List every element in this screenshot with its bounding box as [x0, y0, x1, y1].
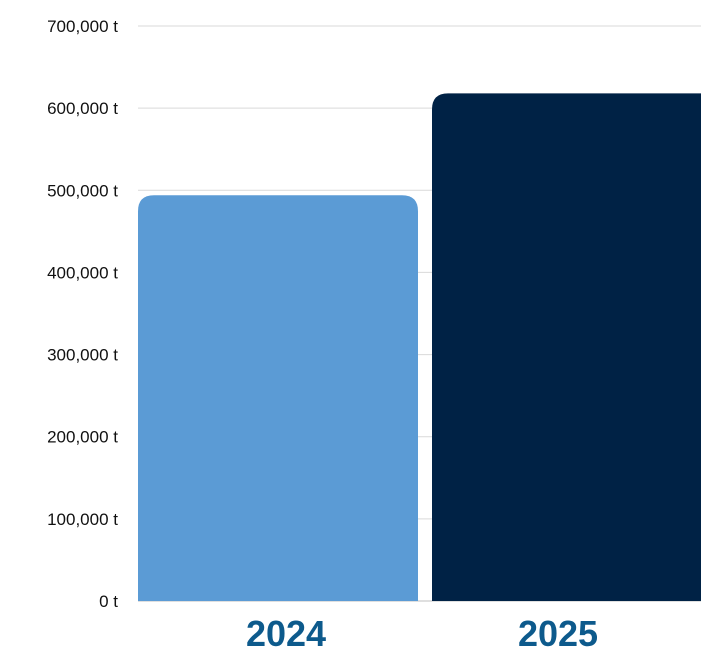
y-tick-label: 200,000 t — [47, 428, 118, 447]
y-axis-tick-labels: 0 t 100,000 t 200,000 t 300,000 t 400,000 t 5… — [47, 17, 118, 611]
bar-2025 — [432, 93, 701, 601]
category-labels: 2024 2025 — [246, 613, 598, 651]
y-tick-label: 300,000 t — [47, 346, 118, 365]
y-tick-label: 100,000 t — [47, 510, 118, 529]
y-tick-label: 0 t — [99, 592, 118, 611]
bar-2024 — [138, 195, 418, 601]
category-label-2025: 2025 — [518, 613, 598, 651]
y-tick-label: 600,000 t — [47, 99, 118, 118]
y-tick-label: 500,000 t — [47, 181, 118, 200]
y-tick-label: 700,000 t — [47, 17, 118, 36]
bars — [138, 93, 701, 601]
y-tick-label: 400,000 t — [47, 263, 118, 282]
category-label-2024: 2024 — [246, 613, 326, 651]
